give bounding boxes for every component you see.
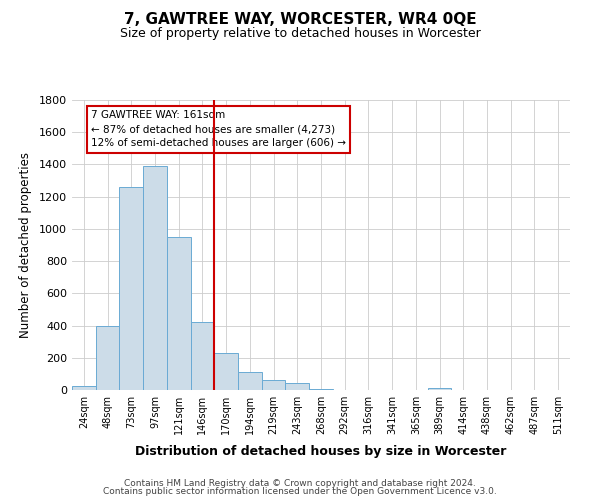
Bar: [262, 380, 286, 390]
X-axis label: Distribution of detached houses by size in Worcester: Distribution of detached houses by size …: [136, 446, 506, 458]
Bar: [72, 386, 96, 390]
Bar: [428, 388, 451, 390]
Bar: [309, 389, 333, 390]
Bar: [238, 372, 262, 390]
Text: Size of property relative to detached houses in Worcester: Size of property relative to detached ho…: [119, 28, 481, 40]
Text: Contains HM Land Registry data © Crown copyright and database right 2024.: Contains HM Land Registry data © Crown c…: [124, 478, 476, 488]
Bar: [167, 237, 191, 390]
Text: 7 GAWTREE WAY: 161sqm
← 87% of detached houses are smaller (4,273)
12% of semi-d: 7 GAWTREE WAY: 161sqm ← 87% of detached …: [91, 110, 346, 148]
Bar: [143, 166, 167, 390]
Bar: [214, 353, 238, 390]
Text: 7, GAWTREE WAY, WORCESTER, WR4 0QE: 7, GAWTREE WAY, WORCESTER, WR4 0QE: [124, 12, 476, 28]
Bar: [286, 383, 309, 390]
Text: Contains public sector information licensed under the Open Government Licence v3: Contains public sector information licen…: [103, 487, 497, 496]
Y-axis label: Number of detached properties: Number of detached properties: [19, 152, 32, 338]
Bar: [119, 187, 143, 390]
Bar: [191, 322, 214, 390]
Bar: [96, 326, 119, 390]
